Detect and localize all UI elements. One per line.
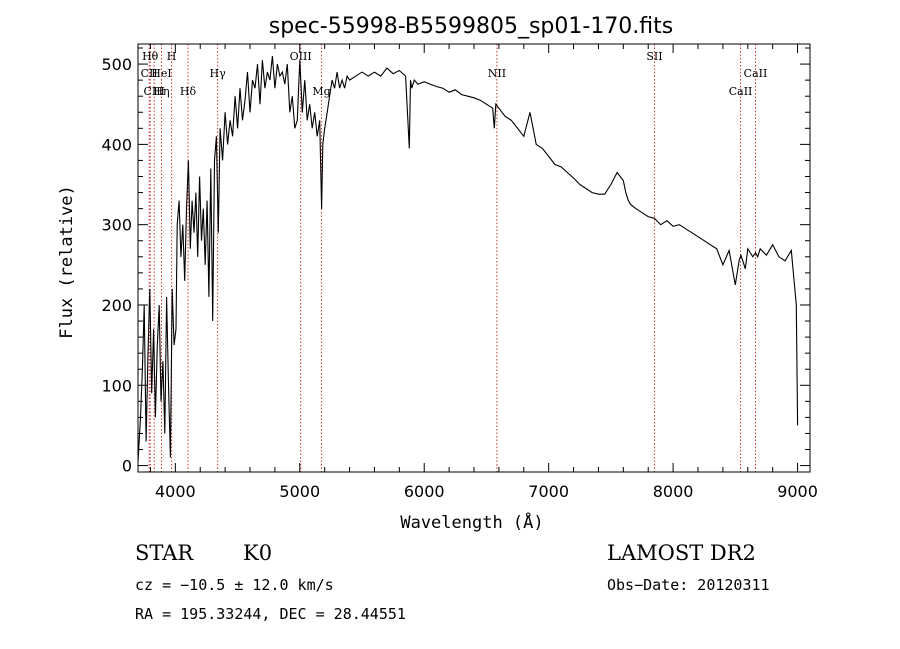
spectral-line-label: Hγ: [210, 67, 227, 80]
redshift-readout: cz = −10.5 ± 12.0 km/s: [135, 576, 334, 594]
chart-title: spec-55998-B5599805_sp01-170.fits: [269, 14, 674, 39]
y-tick-label: 500: [101, 55, 132, 74]
y-tick-label: 400: [101, 135, 132, 154]
spectral-line-label: Hθ: [142, 50, 159, 63]
coordinates-readout: RA = 195.33244, DEC = 28.44551: [135, 605, 406, 623]
spectral-line-label: CaII: [744, 67, 768, 80]
x-tick-label: 4000: [155, 482, 196, 501]
spectral-line-label: H: [167, 50, 177, 63]
plot-frame: [137, 43, 811, 473]
spectral-line-label: HeI: [151, 67, 171, 80]
spectral-line-label: CIII: [143, 85, 164, 98]
survey-name: LAMOST DR2: [607, 541, 756, 565]
spectral-line-label: Mg: [312, 85, 330, 98]
y-tick-label: 100: [101, 376, 132, 395]
x-tick-label: 8000: [653, 482, 694, 501]
y-axis-label: Flux (relative): [57, 185, 77, 339]
obs-date: Obs−Date: 20120311: [607, 576, 770, 594]
y-tick-label: 200: [101, 296, 132, 315]
x-tick-label: 9000: [777, 482, 818, 501]
spectral-line-markers: [148, 44, 756, 472]
x-axis-label: Wavelength (Å): [400, 511, 543, 533]
spectral-line-label: OIII: [290, 50, 312, 63]
spectral-line-label: CII: [141, 67, 158, 80]
object-subclass: K0: [243, 541, 272, 565]
y-tick-label: 0: [122, 457, 132, 476]
x-tick-label: 6000: [404, 482, 445, 501]
y-axis: 0 100 200 300 400 500: [101, 47, 810, 476]
x-tick-label: 7000: [528, 482, 569, 501]
y-tick-label: 300: [101, 216, 132, 235]
spectrum-line: [137, 55, 799, 462]
spectral-line-label: Hδ: [180, 85, 197, 98]
spectral-line-label: SII: [646, 50, 662, 63]
spectral-line-label: NII: [488, 67, 506, 80]
x-axis: 4000 5000 6000 7000 8000 9000: [149, 44, 818, 501]
spectral-line-label: Hη: [153, 85, 169, 98]
x-tick-label: 5000: [279, 482, 320, 501]
spectral-line-label: CaII: [729, 85, 753, 98]
object-class: STAR: [135, 541, 194, 565]
